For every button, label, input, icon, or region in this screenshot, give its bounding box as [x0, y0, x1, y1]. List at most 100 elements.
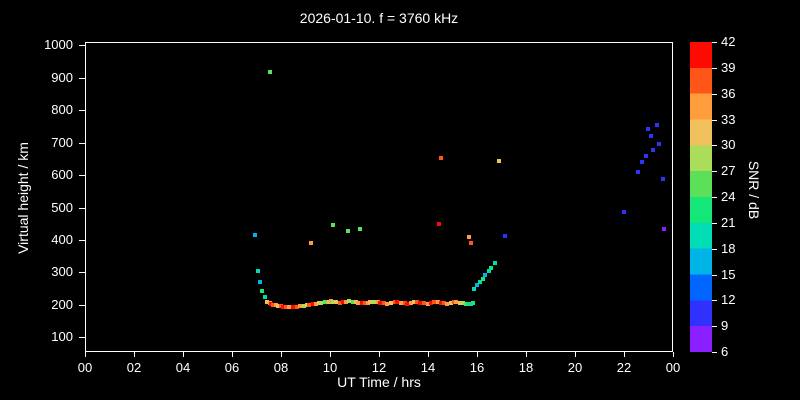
scatter-point [648, 134, 653, 139]
scatter-point [319, 300, 324, 305]
colorbar [690, 42, 712, 352]
scatter-point [260, 289, 265, 294]
x-tick-label: 10 [322, 360, 338, 375]
scatter-point [408, 301, 413, 305]
x-tick-mark [183, 352, 184, 357]
scatter-point [480, 276, 485, 281]
colorbar-tick-mark [712, 67, 717, 69]
colorbar-tick-label: 6 [721, 344, 729, 359]
scatter-point [466, 301, 471, 306]
x-tick-mark [673, 352, 674, 357]
colorbar-tick-label: 42 [721, 34, 736, 49]
x-tick-mark [281, 352, 282, 357]
scatter-point [365, 300, 370, 305]
scatter-point [478, 279, 483, 284]
colorbar-tick-mark [712, 248, 717, 250]
x-tick-mark [428, 352, 429, 357]
colorbar-tick-label: 12 [721, 292, 736, 308]
y-tick-label: 500 [51, 199, 73, 215]
scatter-point [418, 300, 423, 305]
x-tick-label: 04 [175, 360, 191, 375]
colorbar-tick-mark [712, 222, 717, 224]
x-tick-label: 12 [371, 360, 387, 375]
scatter-point [316, 301, 321, 306]
scatter-point [253, 233, 258, 238]
scatter-point [431, 300, 436, 305]
scatter-point [306, 302, 311, 307]
scatter-point [453, 300, 458, 305]
colorbar-tick-label: 15 [721, 266, 736, 282]
scatter-point [483, 273, 488, 278]
scatter-point [441, 301, 446, 306]
scatter-point [398, 300, 403, 305]
x-tick-label: 00 [77, 360, 93, 375]
scatter-point [662, 227, 667, 231]
scatter-point [304, 303, 309, 308]
y-tick-label: 700 [51, 134, 73, 150]
scatter-point [651, 148, 656, 153]
scatter-point [358, 227, 363, 231]
y-tick-mark [79, 175, 85, 177]
x-tick-label: 18 [518, 360, 534, 375]
scatter-point [273, 302, 278, 307]
scatter-point [435, 300, 440, 305]
scatter-point [646, 127, 651, 132]
scatter-point [255, 269, 260, 274]
scatter-point [449, 301, 454, 305]
scatter-point [363, 301, 368, 306]
scatter-point [640, 160, 645, 165]
x-tick-mark [477, 352, 478, 357]
scatter-point [381, 301, 386, 306]
scatter-point [378, 301, 382, 305]
scatter-point [389, 301, 394, 305]
scatter-point [429, 301, 434, 305]
scatter-point [341, 300, 346, 305]
scatter-point [329, 299, 333, 304]
colorbar-tick-mark [712, 300, 717, 302]
scatter-point [392, 300, 397, 305]
colorbar-tick-label: 30 [721, 137, 736, 153]
y-tick-mark [79, 304, 85, 306]
scatter-point [353, 300, 358, 305]
colorbar-tick-mark [712, 42, 717, 43]
scatter-point [385, 301, 390, 306]
scatter-point [493, 261, 498, 266]
y-tick-label: 600 [51, 167, 73, 183]
scatter-point [291, 305, 296, 310]
scatter-point [281, 304, 286, 309]
scatter-point [496, 159, 501, 164]
x-tick-mark [575, 352, 576, 357]
scatter-point [278, 303, 283, 308]
scatter-point [355, 300, 360, 305]
x-axis-label: UT Time / hrs [337, 374, 421, 390]
scatter-point [472, 286, 477, 291]
scatter-point [368, 300, 373, 305]
scatter-point [657, 141, 662, 146]
y-axis-label: Virtual height / km [15, 142, 31, 254]
scatter-point [302, 303, 307, 308]
colorbar-tick-mark [712, 352, 717, 353]
scatter-point [468, 301, 473, 306]
colorbar-tick-label: 33 [721, 111, 736, 127]
scatter-point [271, 302, 276, 307]
scatter-point [643, 154, 648, 159]
y-tick-mark [79, 142, 85, 144]
scatter-point [267, 70, 272, 75]
x-tick-label: 02 [126, 360, 142, 375]
x-tick-label: 22 [616, 360, 632, 375]
scatter-point [439, 156, 444, 161]
colorbar-tick-label: 39 [721, 59, 736, 75]
scatter-point [425, 301, 430, 306]
scatter-point [621, 210, 626, 215]
colorbar-tick-mark [712, 274, 717, 276]
scatter-point [265, 299, 270, 304]
scatter-point [402, 301, 407, 306]
scatter-point [283, 304, 288, 309]
scatter-point [331, 223, 336, 228]
scatter-point [371, 299, 376, 304]
scatter-point [347, 299, 352, 304]
y-tick-mark [79, 207, 85, 209]
x-tick-label: 08 [273, 360, 289, 375]
scatter-point [445, 301, 450, 306]
scatter-point [375, 300, 380, 305]
